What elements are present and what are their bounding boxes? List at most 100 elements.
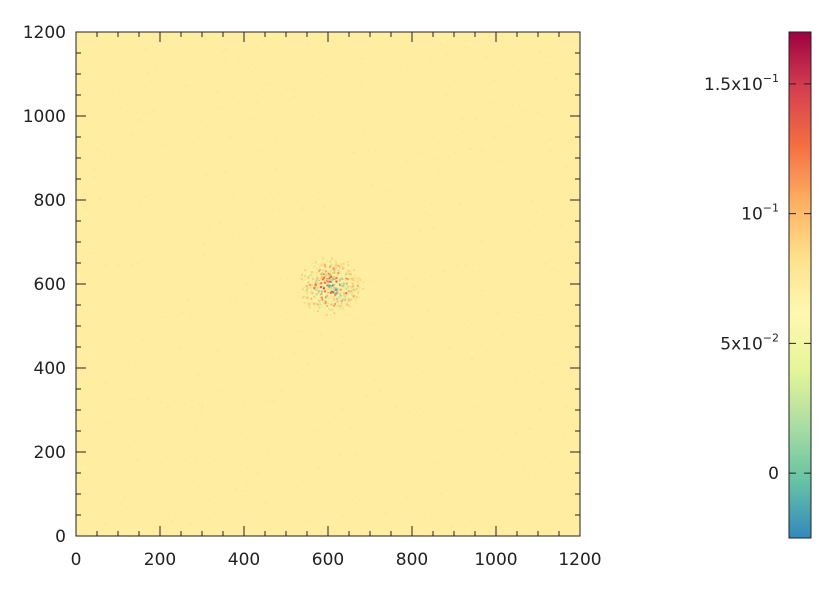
texture-cell [449, 243, 453, 246]
texture-cell [374, 51, 378, 53]
texture-cell [244, 385, 248, 387]
texture-cell [135, 85, 139, 88]
hotspot-cell [316, 310, 319, 313]
hotspot-cell [325, 310, 328, 313]
hotspot-cell [347, 297, 350, 300]
texture-cell [265, 342, 269, 345]
texture-cell [202, 34, 206, 37]
texture-cell [553, 360, 557, 362]
hotspot-cell [343, 297, 346, 300]
texture-cell [521, 452, 525, 455]
texture-cell [293, 121, 296, 124]
texture-cell [101, 232, 105, 235]
texture-cell [89, 355, 92, 358]
texture-cell [184, 84, 188, 87]
texture-cell [360, 90, 364, 92]
texture-cell [218, 391, 222, 394]
y-tick-label: 1000 [23, 107, 66, 127]
texture-cell [92, 176, 96, 178]
hotspot-cell [355, 305, 358, 308]
texture-cell [372, 529, 376, 532]
texture-cell [437, 57, 441, 60]
texture-cell [374, 88, 378, 91]
texture-cell [428, 527, 432, 530]
texture-cell [190, 403, 194, 406]
texture-cell [76, 469, 80, 472]
texture-cell [272, 405, 276, 408]
hotspot-cell [348, 266, 351, 269]
hotspot-cell [300, 273, 303, 276]
hotspot-cell [327, 306, 330, 309]
hotspot-cell [330, 290, 333, 293]
texture-cell [297, 270, 301, 273]
texture-cell [114, 92, 118, 94]
heatmap-plot: 0 200 400 600 800 1000 1200 0 200 400 600 800 1000 1… [23, 23, 602, 570]
texture-cell [217, 89, 221, 92]
texture-cell [402, 106, 405, 109]
hotspot-cell [351, 278, 354, 281]
texture-cell [448, 347, 452, 350]
texture-cell [202, 253, 206, 256]
hotspot-cell [347, 285, 350, 288]
texture-cell [97, 53, 101, 56]
hotspot-cell [340, 309, 343, 311]
texture-cell [314, 210, 318, 212]
texture-cell [120, 143, 124, 146]
hotspot-cell [352, 280, 355, 283]
hotspot-cell [332, 284, 335, 287]
texture-cell [481, 240, 485, 243]
texture-cell [426, 309, 430, 312]
texture-cell [411, 337, 415, 339]
texture-cell [299, 50, 303, 52]
texture-cell [240, 415, 244, 418]
texture-cell [297, 328, 301, 331]
colorbar-tick-label: 0 [768, 464, 779, 484]
texture-cell [227, 138, 231, 141]
texture-cell [547, 137, 551, 140]
texture-cell [134, 128, 138, 131]
texture-cell [181, 312, 184, 315]
texture-cell [470, 357, 474, 360]
texture-cell [556, 196, 560, 199]
texture-cell [197, 286, 201, 289]
texture-cell [480, 263, 484, 266]
texture-cell [310, 519, 313, 522]
texture-cell [241, 476, 245, 479]
texture-cell [136, 458, 140, 461]
hotspot-cell [359, 284, 361, 287]
hotspot-cell [330, 275, 332, 278]
texture-cell [348, 106, 352, 109]
texture-cell [235, 162, 239, 165]
texture-cell [514, 324, 518, 327]
texture-cell [358, 492, 362, 495]
texture-cell [431, 527, 435, 530]
hotspot-cell [338, 275, 341, 278]
texture-cell [177, 473, 181, 476]
texture-cell [374, 256, 377, 259]
texture-cell [216, 91, 220, 93]
hotspot-cell [306, 299, 309, 302]
texture-cell [119, 502, 122, 505]
texture-cell [179, 337, 183, 340]
texture-cell [238, 103, 242, 106]
texture-cell [86, 227, 90, 230]
texture-cell [492, 79, 496, 82]
texture-cell [215, 50, 219, 52]
texture-cell [169, 459, 173, 462]
hotspot-cell [303, 280, 306, 283]
hotspot-cell [315, 287, 318, 290]
texture-cell [319, 74, 323, 77]
hotspot-cell [303, 286, 306, 289]
texture-cell [154, 65, 158, 68]
texture-cell [349, 527, 353, 530]
texture-cell [203, 167, 207, 169]
y-tick-label: 1200 [23, 23, 66, 43]
hotspot-cell [341, 271, 344, 274]
texture-cell [180, 239, 183, 242]
hotspot-cell [329, 311, 332, 314]
texture-cell [224, 54, 228, 57]
hotspot-cell [342, 301, 345, 304]
texture-cell [492, 135, 496, 138]
hotspot-cell [356, 284, 359, 287]
texture-cell [219, 199, 223, 202]
